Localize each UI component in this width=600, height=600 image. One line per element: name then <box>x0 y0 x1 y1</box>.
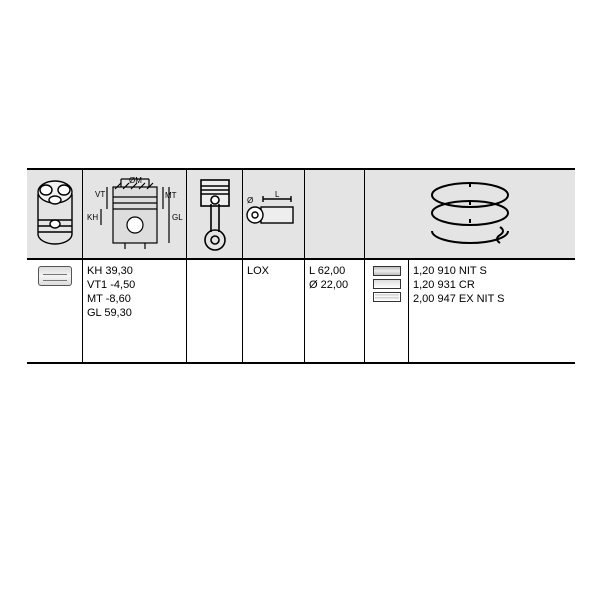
cell-piston-dims: KH 39,30 VT1 -4,50 MT -8,60 GL 59,30 <box>83 258 187 362</box>
hdr-pin-blank <box>305 170 365 258</box>
hdr-ring-set <box>365 170 575 258</box>
hdr-piston-3d <box>27 170 83 258</box>
cell-rod-blank <box>187 258 243 362</box>
lbl-OM: ØM <box>129 176 142 185</box>
data-row: KH 39,30 VT1 -4,50 MT -8,60 GL 59,30 LOX… <box>27 258 575 362</box>
rod-type-text: LOX <box>243 260 304 280</box>
piston-section-labeled-icon: ØM VT MT KH GL <box>85 173 185 255</box>
spec-table: ØM VT MT KH GL <box>27 168 575 364</box>
piston-thumb-icon <box>38 266 72 286</box>
piston-cutaway-icon <box>32 176 78 252</box>
ring-picto-1-icon <box>373 266 401 276</box>
ring-set-icon <box>410 175 530 253</box>
lbl-L: L <box>275 190 280 199</box>
lbl-VT: VT <box>95 190 105 199</box>
ring-specs-text: 1,20 910 NIT S 1,20 931 CR 2,00 947 EX N… <box>409 260 575 308</box>
pin-dims-text: L 62,00 Ø 22,00 <box>305 260 364 294</box>
hdr-pin-dim: L Ø <box>243 170 305 258</box>
piston-conrod-icon <box>192 174 238 254</box>
lbl-KH: KH <box>87 213 98 222</box>
lbl-GL: GL <box>172 213 183 222</box>
piston-dims-text: KH 39,30 VT1 -4,50 MT -8,60 GL 59,30 <box>83 260 186 322</box>
ring-picto-3-icon <box>373 292 401 302</box>
cell-rod-type: LOX <box>243 258 305 362</box>
cell-piston-thumb <box>27 258 83 362</box>
ring-picto-stack <box>365 260 408 308</box>
hdr-piston-section: ØM VT MT KH GL <box>83 170 187 258</box>
ring-picto-2-icon <box>373 279 401 289</box>
cell-pin-dims: L 62,00 Ø 22,00 <box>305 258 365 362</box>
lbl-MT: MT <box>165 191 177 200</box>
header-row: ØM VT MT KH GL <box>27 170 575 258</box>
pin-dim-icon: L Ø <box>245 189 303 239</box>
hdr-piston-rod <box>187 170 243 258</box>
cell-ring-specs: 1,20 910 NIT S 1,20 931 CR 2,00 947 EX N… <box>409 258 575 362</box>
lbl-D: Ø <box>247 196 253 205</box>
cell-ring-pictos <box>365 258 409 362</box>
